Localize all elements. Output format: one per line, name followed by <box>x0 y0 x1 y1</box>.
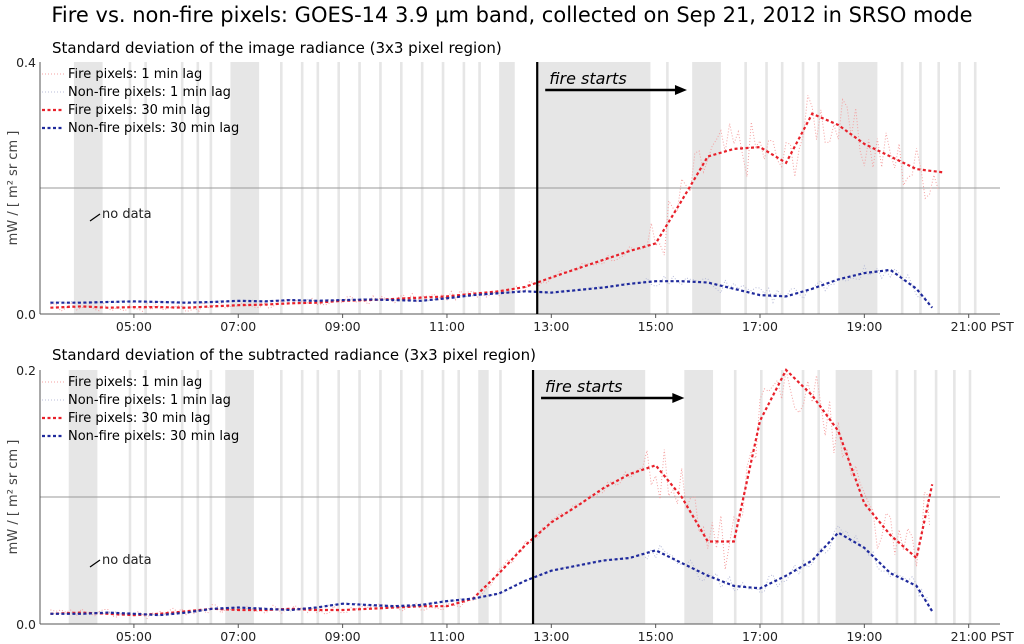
x-tick-label: 17:00 <box>742 629 778 644</box>
legend-label: Fire pixels: 30 min lag <box>68 103 211 118</box>
fire-start-marker: fire starts <box>536 62 687 314</box>
tick-labels: 05:00 07:00 09:00 11:00 13:00 15:00 17:00 19:00… <box>16 363 1014 644</box>
top-panel-ylabel: mW / [ m² sr cm ] <box>6 131 21 246</box>
x-tick-label: 11:00 <box>429 319 465 334</box>
x-tick-label: 07:00 <box>220 629 256 644</box>
legend-label: Non-fire pixels: 1 min lag <box>68 393 231 408</box>
x-tick-label: 09:00 <box>325 319 361 334</box>
no-data-label: no data <box>102 553 152 568</box>
x-tick-label: 19:00 <box>846 319 882 334</box>
no-data-annotation: no data <box>89 207 152 222</box>
x-tick-label: 19:00 <box>846 629 882 644</box>
x-tick-label: 11:00 <box>429 629 465 644</box>
legend-label: Fire pixels: 1 min lag <box>68 67 202 82</box>
x-tick-label: 13:00 <box>533 319 569 334</box>
bottom-panel-ylabel: mW / [ m² sr cm ] <box>6 440 21 555</box>
x-tick-label: 17:00 <box>742 319 778 334</box>
top-panel: Standard deviation of the image radiance… <box>6 39 1014 334</box>
x-tick-label: 05:00 <box>116 629 152 644</box>
no-data-annotation: no data <box>89 553 152 568</box>
x-tick-label: 13:00 <box>533 629 569 644</box>
x-tick-label: 07:00 <box>220 319 256 334</box>
series-line-fire-30min <box>50 112 943 309</box>
top-panel-title: Standard deviation of the image radiance… <box>52 39 502 57</box>
y-tick-label: 0.0 <box>16 617 36 632</box>
x-tick-label: 15:00 <box>638 629 674 644</box>
y-tick-label: 0.4 <box>16 55 36 70</box>
tick-labels: 05:00 07:00 09:00 11:00 13:00 15:00 17:00 19:00… <box>16 55 1014 334</box>
series-line-fire-30min <box>50 368 934 617</box>
legend-label: Non-fire pixels: 1 min lag <box>68 85 231 100</box>
figure-title: Fire vs. non-fire pixels: GOES-14 3.9 μm… <box>51 3 972 27</box>
fire-arrow-head <box>672 393 685 403</box>
no-data-pointer <box>89 559 101 568</box>
legend: Fire pixels: 1 min lag Non-fire pixels: 1… <box>42 375 239 444</box>
legend-label: Non-fire pixels: 30 min lag <box>68 121 239 136</box>
x-tick-label: 21:00 <box>951 629 987 644</box>
bottom-panel-title: Standard deviation of the subtracted rad… <box>52 346 536 364</box>
series-lines <box>50 95 943 313</box>
no-data-label: no data <box>102 207 152 222</box>
series-line-fire-1min <box>50 369 931 620</box>
legend-label: Fire pixels: 30 min lag <box>68 411 211 426</box>
y-tick-label: 0.2 <box>16 363 36 378</box>
fire-start-marker: fire starts <box>531 370 685 624</box>
axes <box>39 62 1000 315</box>
fire-starts-label: fire starts <box>545 377 622 396</box>
bottom-panel: Standard deviation of the subtracted rad… <box>6 346 1014 644</box>
x-tick-label: 09:00 <box>325 629 361 644</box>
x-tick-label: 05:00 <box>116 319 152 334</box>
timezone-label: PST <box>991 319 1014 334</box>
x-tick-label: 15:00 <box>638 319 674 334</box>
series-lines <box>50 368 934 620</box>
timezone-label: PST <box>991 629 1014 644</box>
legend-label: Fire pixels: 1 min lag <box>68 375 202 390</box>
y-tick-label: 0.0 <box>16 307 36 322</box>
fire-starts-label: fire starts <box>549 69 626 88</box>
no-data-pointer <box>89 213 101 222</box>
legend: Fire pixels: 1 min lag Non-fire pixels: 1… <box>42 67 239 136</box>
axes <box>39 370 1000 625</box>
x-tick-label: 21:00 <box>951 319 987 334</box>
series-line-nonfire-30min <box>50 531 934 617</box>
fire-arrow-head <box>674 85 687 95</box>
legend-label: Non-fire pixels: 30 min lag <box>68 429 239 444</box>
series-line-nonfire-1min <box>50 264 930 305</box>
